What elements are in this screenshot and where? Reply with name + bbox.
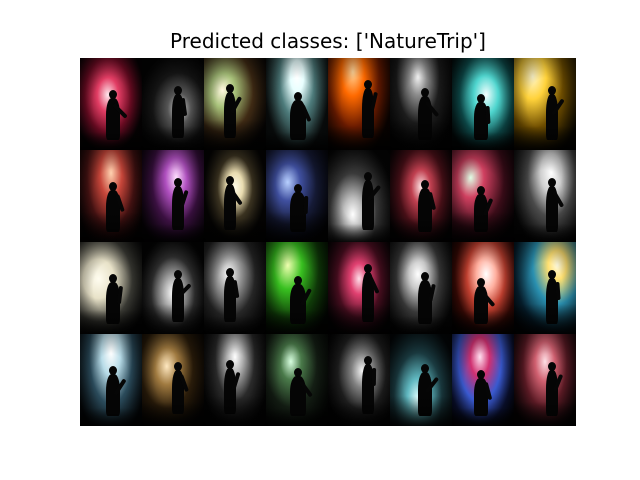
photo-vignette [390, 334, 452, 426]
photo-vignette [142, 334, 204, 426]
concert-photo-tile [390, 58, 452, 150]
photo-vignette [390, 58, 452, 150]
photo-vignette [142, 242, 204, 334]
concert-photo-tile [514, 334, 576, 426]
concert-photo-tile [390, 334, 452, 426]
photo-vignette [452, 58, 514, 150]
photo-vignette [328, 58, 390, 150]
photo-vignette [266, 150, 328, 242]
photo-vignette [452, 150, 514, 242]
concert-photo-tile [328, 58, 390, 150]
concert-photo-tile [452, 150, 514, 242]
photo-vignette [142, 150, 204, 242]
photo-vignette [328, 150, 390, 242]
concert-photo-tile [514, 58, 576, 150]
photo-vignette [80, 58, 142, 150]
concert-photo-tile [80, 334, 142, 426]
concert-photo-tile [266, 334, 328, 426]
concert-photo-tile [328, 150, 390, 242]
concert-photo-tile [452, 334, 514, 426]
photo-vignette [328, 242, 390, 334]
photo-vignette [80, 242, 142, 334]
photo-vignette [452, 334, 514, 426]
image-grid [80, 58, 576, 426]
concert-photo-tile [142, 150, 204, 242]
photo-vignette [204, 150, 266, 242]
concert-photo-tile [204, 242, 266, 334]
photo-vignette [390, 150, 452, 242]
photo-vignette [390, 242, 452, 334]
concert-photo-tile [266, 242, 328, 334]
photo-vignette [452, 242, 514, 334]
photo-vignette [204, 334, 266, 426]
concert-photo-tile [204, 334, 266, 426]
photo-vignette [514, 150, 576, 242]
concert-photo-tile [266, 58, 328, 150]
photo-vignette [80, 334, 142, 426]
concert-photo-tile [452, 242, 514, 334]
concert-photo-tile [452, 58, 514, 150]
concert-photo-tile [204, 58, 266, 150]
photo-vignette [514, 242, 576, 334]
concert-photo-tile [328, 334, 390, 426]
photo-vignette [266, 334, 328, 426]
concert-photo-tile [80, 242, 142, 334]
photo-vignette [328, 334, 390, 426]
photo-vignette [266, 242, 328, 334]
photo-vignette [514, 334, 576, 426]
photo-vignette [204, 242, 266, 334]
photo-vignette [266, 58, 328, 150]
photo-vignette [514, 58, 576, 150]
concert-photo-tile [142, 58, 204, 150]
concert-photo-tile [390, 150, 452, 242]
concert-photo-tile [266, 150, 328, 242]
concert-photo-tile [80, 150, 142, 242]
concert-photo-tile [204, 150, 266, 242]
concert-photo-tile [514, 242, 576, 334]
photo-vignette [80, 150, 142, 242]
photo-vignette [142, 58, 204, 150]
concert-photo-tile [328, 242, 390, 334]
concert-photo-tile [142, 334, 204, 426]
concert-photo-tile [80, 58, 142, 150]
figure-title: Predicted classes: ['NatureTrip'] [170, 29, 486, 53]
concert-photo-tile [142, 242, 204, 334]
photo-vignette [204, 58, 266, 150]
concert-photo-tile [514, 150, 576, 242]
concert-photo-tile [390, 242, 452, 334]
